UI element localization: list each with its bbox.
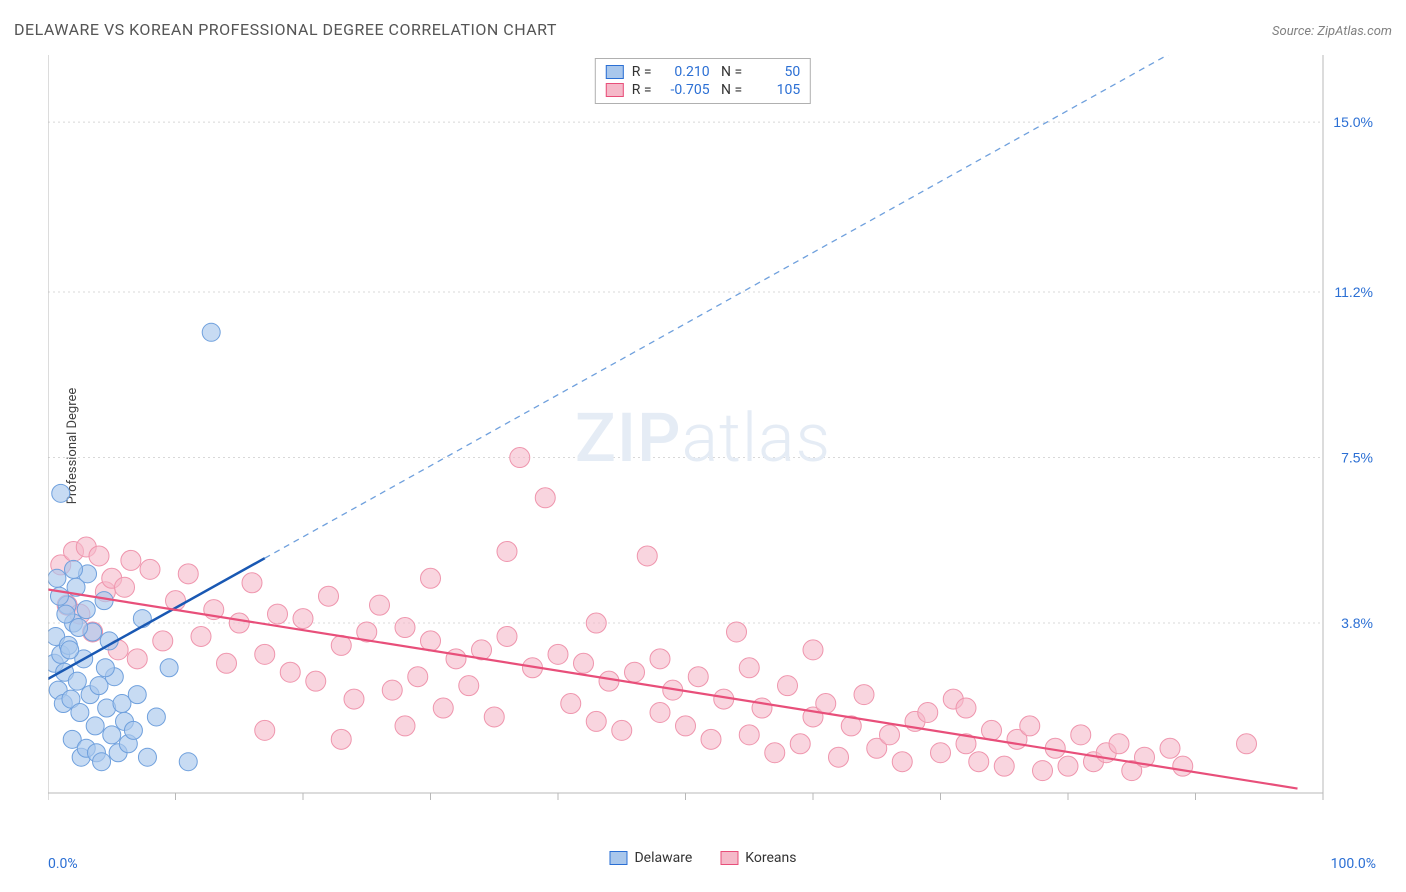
chart-header: DELAWARE VS KOREAN PROFESSIONAL DEGREE C… [14, 20, 1392, 39]
legend-swatch-icon [720, 851, 738, 865]
svg-text:3.8%: 3.8% [1341, 615, 1373, 631]
chart-title: DELAWARE VS KOREAN PROFESSIONAL DEGREE C… [14, 20, 557, 39]
legend-label: Koreans [745, 850, 796, 866]
plot-area: 3.8% 7.5% 11.2% 15.0% [48, 55, 1380, 825]
svg-text:11.2%: 11.2% [1334, 284, 1373, 300]
legend-swatch-icon [606, 65, 624, 79]
legend-row: R = 0.210 N = 50 [606, 63, 800, 81]
x-axis-min-label: 0.0% [48, 856, 78, 872]
legend-item: Delaware [609, 850, 692, 866]
scatter-chart: 3.8% 7.5% 11.2% 15.0% [48, 55, 1380, 825]
svg-text:7.5%: 7.5% [1341, 450, 1373, 466]
legend-label: Delaware [634, 850, 692, 866]
correlation-legend: R = 0.210 N = 50 R = -0.705 N = 105 [595, 58, 811, 104]
legend-item: Koreans [720, 850, 796, 866]
legend-swatch-icon [606, 83, 624, 97]
legend-row: R = -0.705 N = 105 [606, 81, 800, 99]
x-axis-max-label: 100.0% [1331, 856, 1376, 872]
legend-swatch-icon [609, 851, 627, 865]
chart-source: Source: ZipAtlas.com [1272, 24, 1392, 39]
svg-text:15.0%: 15.0% [1333, 114, 1373, 130]
series-legend: Delaware Koreans [609, 850, 796, 866]
